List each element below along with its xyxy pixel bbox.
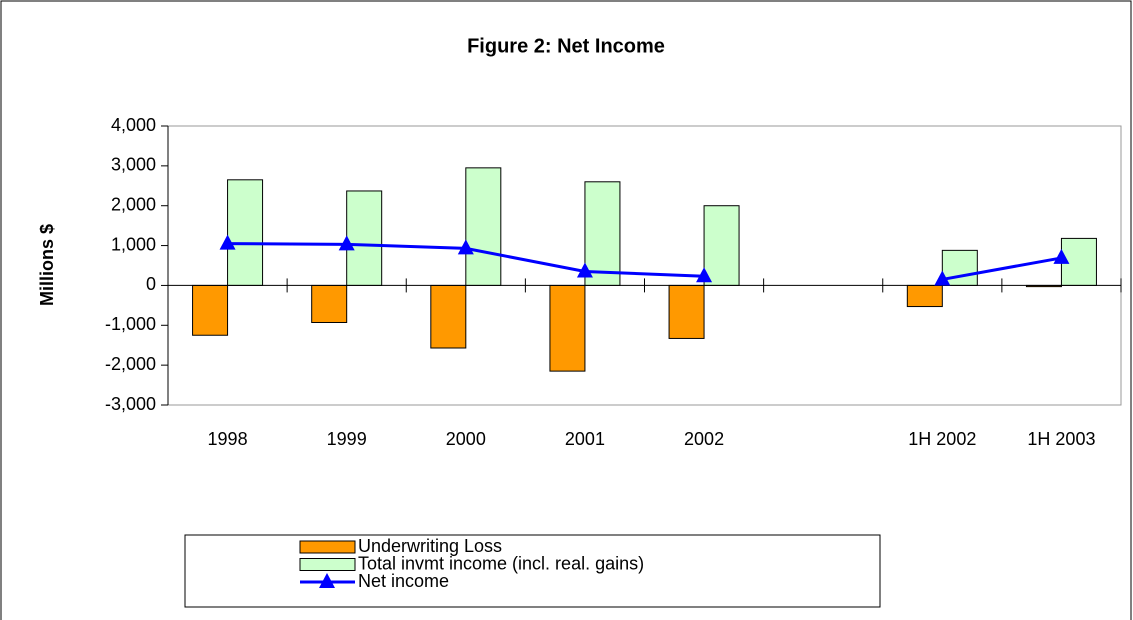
bar <box>906 284 943 308</box>
x-tick-label: 2000 <box>446 429 486 449</box>
y-tick-label: 0 <box>146 274 156 294</box>
y-tick-label: 3,000 <box>111 155 156 175</box>
line-marker <box>1053 248 1070 264</box>
line-marker <box>457 239 474 255</box>
bar <box>311 284 348 323</box>
x-tick-label: 1998 <box>208 429 248 449</box>
y-tick-label: -1,000 <box>105 314 156 334</box>
legend-swatch <box>299 540 356 554</box>
bar <box>941 249 978 286</box>
legend-label: Total invmt income (incl. real. gains) <box>358 553 644 573</box>
x-tick-label: 1999 <box>327 429 367 449</box>
line-marker <box>696 267 713 283</box>
x-tick-label: 1H 2003 <box>1027 429 1095 449</box>
bar <box>703 205 740 286</box>
y-axis-label: Millions $ <box>37 224 57 306</box>
y-tick-label: 2,000 <box>111 194 156 214</box>
y-tick-label: 1,000 <box>111 234 156 254</box>
y-tick-label: -2,000 <box>105 354 156 374</box>
legend-label: Underwriting Loss <box>358 536 502 556</box>
line-marker <box>576 262 593 278</box>
x-tick-label: 2002 <box>684 429 724 449</box>
legend-swatch <box>299 558 356 571</box>
chart-title: Figure 2: Net Income <box>467 35 665 57</box>
bar <box>584 181 621 286</box>
legend-label: Net income <box>358 571 449 591</box>
bar <box>668 284 705 339</box>
legend-marker <box>319 573 335 588</box>
line-marker <box>219 234 236 250</box>
y-tick-label: 4,000 <box>111 115 156 135</box>
line-marker <box>338 235 355 251</box>
bar <box>430 284 467 349</box>
bar <box>465 167 502 286</box>
bar <box>227 179 264 286</box>
line-marker <box>934 270 951 286</box>
bar <box>346 190 383 286</box>
bar <box>192 284 229 336</box>
x-tick-label: 1H 2002 <box>908 429 976 449</box>
bar <box>549 284 586 372</box>
y-tick-label: -3,000 <box>105 394 156 414</box>
x-tick-label: 2001 <box>565 429 605 449</box>
